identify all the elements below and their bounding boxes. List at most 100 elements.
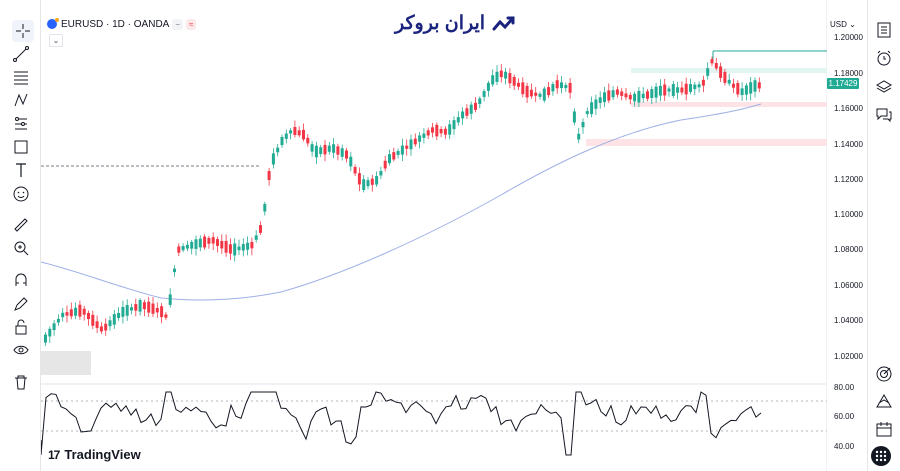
candle-body[interactable] (422, 133, 426, 138)
candle-body[interactable] (375, 176, 379, 185)
candle-body[interactable] (336, 146, 340, 155)
candle-body[interactable] (568, 82, 572, 93)
candle-body[interactable] (641, 93, 645, 99)
candle-body[interactable] (271, 153, 275, 165)
candle-body[interactable] (160, 306, 164, 318)
candle-body[interactable] (693, 84, 697, 90)
candle-body[interactable] (551, 84, 555, 92)
symbol-header[interactable]: EURUSD · 1D · OANDA − ≈ (47, 17, 197, 31)
candle-body[interactable] (689, 84, 692, 92)
currency-selector[interactable]: USD ⌄ (830, 20, 856, 29)
candle-body[interactable] (435, 124, 439, 137)
candle-body[interactable] (78, 304, 82, 317)
candle-body[interactable] (486, 82, 490, 91)
candle-body[interactable] (663, 84, 667, 96)
candle-body[interactable] (585, 111, 589, 115)
magnet-icon[interactable] (11, 270, 31, 290)
candle-body[interactable] (323, 144, 327, 155)
candle-body[interactable] (314, 145, 318, 158)
candle-body[interactable] (82, 308, 86, 315)
moving-average-line[interactable] (41, 103, 762, 301)
candle-body[interactable] (521, 82, 525, 95)
candle-body[interactable] (332, 144, 336, 153)
candle-body[interactable] (469, 104, 473, 114)
candle-body[interactable] (646, 91, 649, 99)
candle-body[interactable] (155, 307, 159, 313)
candle-body[interactable] (177, 246, 181, 253)
candle-body[interactable] (121, 306, 125, 317)
candle-body[interactable] (203, 236, 207, 248)
ruler-icon[interactable] (11, 215, 31, 235)
candle-body[interactable] (151, 303, 155, 314)
candle-body[interactable] (104, 323, 108, 331)
candle-body[interactable] (112, 314, 116, 325)
candle-body[interactable] (590, 102, 594, 115)
demand-zone-1[interactable] (631, 102, 827, 107)
candle-body[interactable] (125, 304, 129, 316)
candle-body[interactable] (732, 83, 735, 88)
candle-body[interactable] (130, 307, 133, 311)
candle-body[interactable] (443, 128, 447, 135)
candle-body[interactable] (413, 138, 417, 145)
candle-body[interactable] (349, 156, 353, 167)
candle-body[interactable] (216, 239, 219, 246)
candle-body[interactable] (538, 93, 542, 97)
candle-body[interactable] (267, 171, 271, 180)
candle-body[interactable] (508, 73, 512, 84)
candle-body[interactable] (680, 87, 684, 93)
candle-body[interactable] (671, 84, 675, 96)
candle-body[interactable] (164, 314, 168, 318)
candle-body[interactable] (525, 85, 529, 98)
candle-body[interactable] (340, 148, 344, 157)
candle-body[interactable] (99, 326, 103, 332)
candle-body[interactable] (431, 127, 434, 133)
candle-body[interactable] (263, 203, 267, 212)
candle-body[interactable] (577, 133, 581, 140)
candle-body[interactable] (607, 90, 611, 101)
candle-body[interactable] (142, 302, 146, 310)
candle-body[interactable] (44, 334, 47, 343)
watchlist-icon[interactable] (874, 20, 894, 40)
candlestick-series[interactable] (44, 56, 761, 346)
candle-body[interactable] (564, 84, 568, 89)
candle-body[interactable] (306, 137, 310, 144)
candle-body[interactable] (56, 318, 60, 323)
candle-body[interactable] (654, 86, 658, 98)
candle-body[interactable] (362, 179, 366, 190)
candle-body[interactable] (185, 244, 189, 249)
candle-body[interactable] (482, 91, 486, 97)
trash-icon[interactable] (11, 372, 31, 392)
candle-body[interactable] (620, 91, 624, 96)
pencil-lock-icon[interactable] (11, 294, 31, 314)
candle-body[interactable] (736, 83, 740, 95)
candle-body[interactable] (198, 238, 202, 248)
candle-body[interactable] (353, 166, 357, 174)
candle-body[interactable] (534, 92, 538, 96)
forecast-icon[interactable] (11, 114, 31, 134)
candle-body[interactable] (658, 85, 662, 96)
candle-body[interactable] (147, 301, 151, 313)
trendline-icon[interactable] (11, 44, 31, 64)
candle-body[interactable] (181, 246, 185, 251)
target-icon[interactable] (874, 364, 894, 384)
collapse-legend-button[interactable]: ⌄ (49, 34, 63, 47)
candle-body[interactable] (400, 145, 404, 155)
candle-body[interactable] (259, 225, 262, 233)
candle-body[interactable] (517, 82, 520, 87)
candle-body[interactable] (302, 129, 305, 140)
pill-minus[interactable]: − (172, 18, 184, 30)
emoji-icon[interactable] (11, 184, 31, 204)
candle-body[interactable] (465, 108, 469, 116)
candle-body[interactable] (383, 160, 387, 169)
candle-body[interactable] (560, 82, 563, 89)
candle-body[interactable] (461, 111, 465, 119)
candle-body[interactable] (633, 93, 637, 102)
candle-body[interactable] (289, 130, 293, 134)
candle-body[interactable] (87, 312, 90, 320)
candle-body[interactable] (529, 89, 533, 97)
candle-body[interactable] (749, 82, 753, 94)
candle-body[interactable] (392, 152, 396, 160)
candle-body[interactable] (676, 87, 680, 93)
candle-body[interactable] (512, 77, 516, 86)
candle-body[interactable] (701, 79, 705, 86)
